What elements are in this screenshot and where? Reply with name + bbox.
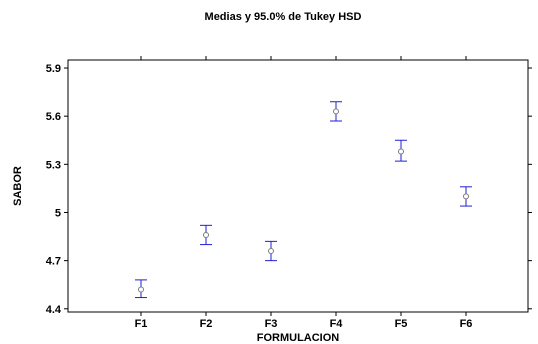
mean-point-F1: [138, 286, 144, 293]
x-tick-label: F3: [265, 318, 278, 330]
x-tick-label: F4: [330, 318, 344, 330]
x-axis-label: FORMULACION: [257, 332, 340, 344]
chart-title: Medias y 95.0% de Tukey HSD: [205, 11, 362, 23]
y-tick-label: 4.4: [46, 304, 62, 316]
y-axis: 4.4 4.7 5 5.3 5.6 5.9: [46, 63, 532, 316]
x-tick-label: F1: [135, 318, 148, 330]
plot-frame: [67, 59, 529, 313]
mean-point-F6: [463, 193, 469, 200]
y-tick-label: 5.9: [46, 63, 61, 75]
x-axis: F1 F2 F3 F4 F5 F6: [135, 56, 473, 330]
mean-point-F5: [398, 148, 404, 155]
mean-point-F2: [203, 231, 209, 238]
y-tick-label: 4.7: [46, 256, 61, 268]
plot-marks: [135, 101, 472, 299]
y-axis-label: SABOR: [12, 166, 24, 206]
mean-point-F4: [333, 108, 339, 115]
x-tick-label: F5: [395, 318, 408, 330]
mean-point-F3: [268, 248, 274, 255]
y-tick-label: 5.3: [46, 159, 61, 171]
x-tick-label: F2: [200, 318, 213, 330]
y-tick-label: 5.6: [46, 111, 61, 123]
y-tick-label: 5: [55, 207, 61, 219]
x-tick-label: F6: [460, 318, 473, 330]
